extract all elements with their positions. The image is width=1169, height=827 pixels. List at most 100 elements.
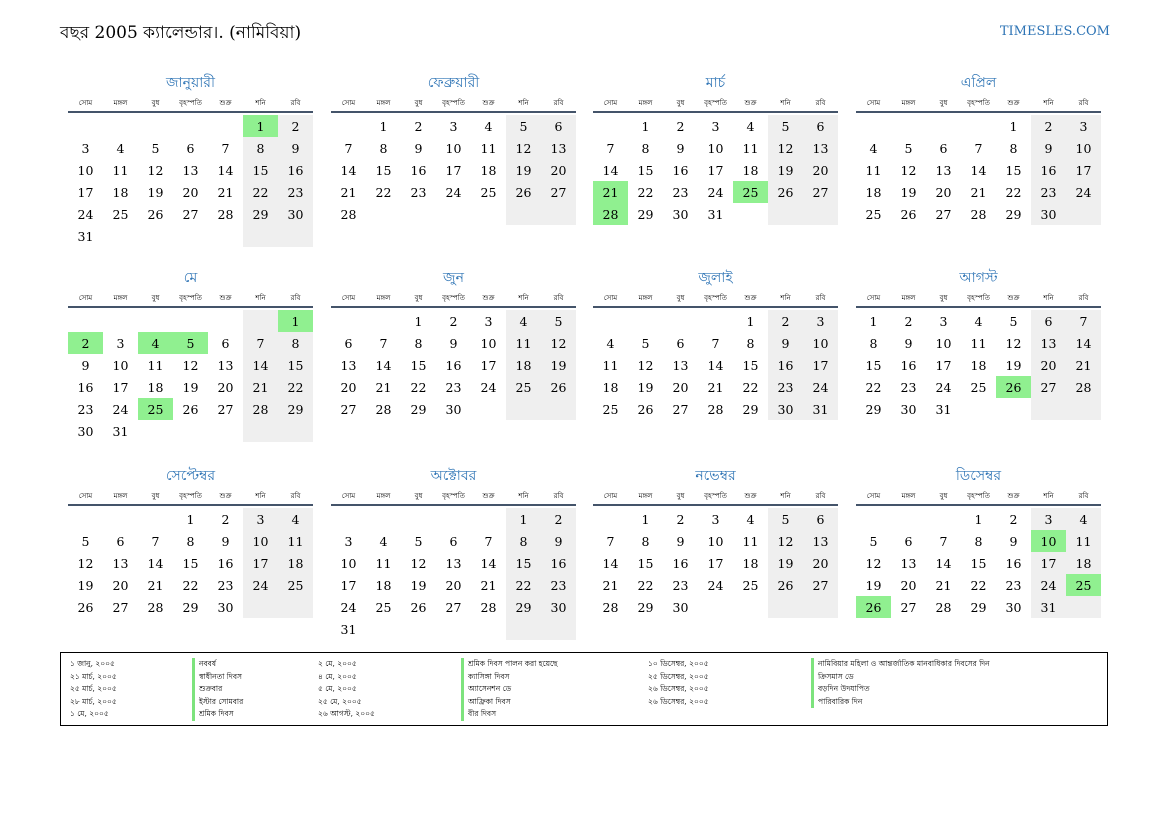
day-cell: 30	[1005, 599, 1022, 615]
day-cell: 25	[602, 401, 619, 417]
weekday-label: রবি	[553, 294, 564, 302]
weekday-label: বৃহস্পতি	[967, 99, 990, 107]
day-cell: 16	[768, 354, 803, 376]
empty-cell	[331, 310, 366, 332]
day-cell: 6	[1031, 310, 1066, 332]
day-cell: 30	[278, 203, 313, 225]
day-cell: 9	[676, 533, 685, 549]
day-cell: 14	[217, 162, 234, 178]
legend-date-column: ২ মে, ২০০৫ ৪ মে, ২০০৫ ৫ মে, ২০০৫ ২৫ মে, ২০০…	[318, 658, 375, 721]
weekday-label: মঙ্গল	[376, 294, 391, 302]
holiday-cell: 21	[593, 181, 628, 203]
day-grid: 1 2 3 4 5 6 7 8 9 10 11 12 13 14 15 16 17 18 19 20 21 22 23 24 2…	[856, 508, 1101, 618]
day-cell: 25	[480, 184, 497, 200]
empty-cell	[208, 310, 243, 332]
empty-cell	[138, 310, 173, 332]
day-cell: 4	[974, 313, 983, 329]
empty-cell	[856, 508, 891, 530]
day-cell: 11	[742, 533, 759, 549]
day-cell: 19	[77, 577, 94, 593]
empty-cell	[243, 310, 278, 332]
day-cell: 19	[637, 379, 654, 395]
legend-date: ২৫ ডিসেম্বর, ২০০৫	[648, 671, 709, 681]
month-name: সেপ্টেম্বর	[165, 468, 216, 484]
day-cell: 16	[278, 159, 313, 181]
day-cell: 13	[445, 555, 462, 571]
weekday-label: মঙ্গল	[376, 492, 391, 500]
day-cell: 24	[803, 376, 838, 398]
day-cell: 23	[768, 376, 803, 398]
day-cell: 31	[112, 423, 129, 439]
weekday-label: বুধ	[676, 294, 685, 302]
day-cell: 9	[81, 357, 90, 373]
day-cell: 20	[1031, 354, 1066, 376]
day-cell: 7	[606, 140, 615, 156]
weekday-label: শুক্র	[1007, 492, 1020, 500]
day-cell: 24	[1066, 181, 1101, 203]
day-cell: 4	[116, 140, 125, 156]
empty-cell	[173, 115, 208, 137]
day-cell: 11	[278, 530, 313, 552]
day-cell: 5	[641, 335, 650, 351]
weekday-label: বৃহস্পতি	[179, 492, 202, 500]
day-cell: 9	[1031, 137, 1066, 159]
day-cell: 11	[742, 140, 759, 156]
weekday-label: রবি	[815, 99, 826, 107]
day-cell: 20	[340, 379, 357, 395]
day-cell: 24	[1031, 574, 1066, 596]
holiday-cell: 28	[593, 203, 628, 225]
day-cell: 24	[707, 184, 724, 200]
empty-cell	[698, 310, 733, 332]
day-cell: 27	[803, 181, 838, 203]
weekday-label: রবি	[1078, 492, 1089, 500]
empty-cell	[891, 115, 926, 137]
day-grid: 1 2 3 4 5 6 7 8 9 10 11 12 13 14 15 16 17 18 19 20 21 22 23 24 2…	[593, 310, 838, 420]
day-cell: 27	[672, 401, 689, 417]
legend-holiday-name: শ্রমিক দিবস পালন করা হয়েছে	[461, 658, 558, 671]
day-cell: 16	[672, 162, 689, 178]
weekday-label: সোম	[78, 99, 93, 107]
day-grid: 1 2 3 4 5 6 7 8 9 10 11 12 13 14 15 16 17 18 19 20 21 22 23 24 2…	[856, 310, 1101, 420]
day-cell: 24	[707, 577, 724, 593]
site-link[interactable]: TIMESLES.COM	[999, 24, 1110, 39]
day-cell: 15	[970, 555, 987, 571]
empty-cell	[663, 310, 698, 332]
day-cell: 2	[676, 511, 685, 527]
weekday-label: বুধ	[676, 492, 685, 500]
day-cell: 3	[1031, 508, 1066, 530]
day-cell: 24	[77, 206, 94, 222]
weekday-label: সোম	[341, 492, 356, 500]
day-cell: 28	[243, 398, 278, 420]
day-cell: 31	[340, 621, 357, 637]
weekday-label: বুধ	[676, 99, 685, 107]
day-cell: 17	[445, 162, 462, 178]
month-name: অক্টোবর	[430, 468, 477, 484]
day-grid: 1 2 3 4 5 6 7 8 9 10 11 12 13 14 15 16 17 18 19 20 21 22 23 24 2…	[331, 310, 576, 420]
day-cell: 8	[379, 140, 388, 156]
day-cell: 22	[637, 184, 654, 200]
day-cell: 9	[904, 335, 913, 351]
day-cell: 27	[935, 206, 952, 222]
day-cell: 1	[186, 511, 195, 527]
holiday-legend: ১ জানু, ২০০৫ ২১ মার্চ, ২০০৫ ২৫ মার্চ, ২০০৫…	[60, 652, 1108, 726]
legend-holiday-name: ইস্টার সোমবার	[192, 695, 243, 708]
day-cell: 13	[182, 162, 199, 178]
weekday-label: শুক্র	[219, 492, 232, 500]
empty-cell	[926, 115, 961, 137]
weekday-header: সোম মঙ্গল বুধ বৃহস্পতি শুক্র শনি রবি	[593, 292, 838, 308]
day-cell: 8	[243, 137, 278, 159]
empty-cell	[366, 310, 401, 332]
day-cell: 8	[278, 332, 313, 354]
day-cell: 30	[1031, 203, 1066, 225]
weekday-label: বৃহস্পতি	[967, 492, 990, 500]
holiday-cell: 10	[1031, 530, 1066, 552]
day-cell: 13	[672, 357, 689, 373]
day-cell: 4	[278, 508, 313, 530]
weekday-label: রবি	[553, 99, 564, 107]
day-cell: 28	[217, 206, 234, 222]
empty-cell	[68, 310, 103, 332]
day-cell: 26	[506, 181, 541, 203]
day-cell: 25	[112, 206, 129, 222]
day-cell: 31	[803, 398, 838, 420]
day-cell: 16	[77, 379, 94, 395]
